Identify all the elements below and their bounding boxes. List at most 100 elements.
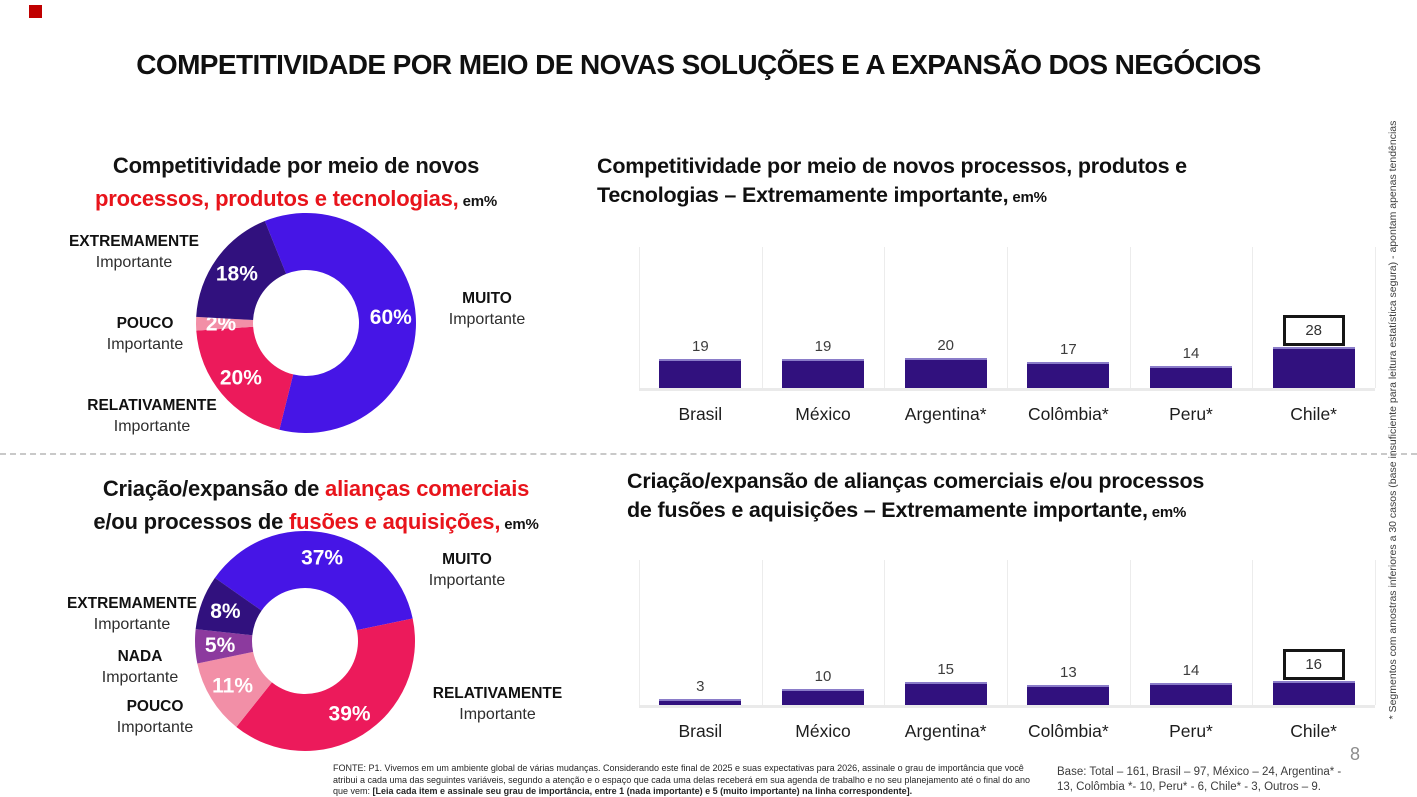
- side-note-vertical: * Segmentos com amostras inferiores a 30…: [1387, 120, 1399, 720]
- donut-slice-relativamente: [196, 326, 294, 430]
- brand-logo-square: [29, 5, 42, 18]
- gridline: [1252, 560, 1254, 705]
- bar: [659, 359, 742, 388]
- gridline: [1007, 247, 1008, 388]
- donut-percent-label: 11%: [212, 675, 253, 698]
- category-label: México: [795, 721, 851, 741]
- gridline: [1129, 560, 1131, 705]
- bar-value-label: 10: [814, 668, 832, 685]
- bar-value-label: 19: [814, 338, 832, 356]
- bar: [1027, 362, 1110, 388]
- slice-label-pouco: POUCO Importante: [116, 698, 194, 736]
- footnote-base: Base: Total – 161, Brasil – 97, México –…: [1057, 765, 1342, 793]
- donut-percent-label: 60%: [370, 306, 412, 329]
- bar-value-label: 3: [696, 677, 705, 695]
- bar-column-méxico: 10 México: [762, 560, 885, 741]
- donut-slice-extremamente: [196, 221, 287, 321]
- bar: [1272, 346, 1355, 388]
- gridline: [761, 560, 763, 705]
- bar-column-argentina: 15 Argentina*: [884, 560, 1007, 741]
- bar-column-colômbia: 13 Colômbia*: [1007, 560, 1130, 741]
- bar-chart-processos-title: Competitividade por meio de novos proces…: [597, 154, 1187, 207]
- slice-label-nada: NADA Importante: [101, 648, 179, 686]
- donut-percent-label: 20%: [220, 367, 262, 390]
- donut-aliancas-svg: 37% 39% 11% 5% 8%: [195, 531, 415, 751]
- gridline: [1375, 560, 1376, 705]
- gridline: [1252, 247, 1254, 388]
- gridline: [639, 247, 640, 388]
- donut-percent-label: 18%: [216, 263, 258, 286]
- gridline: [639, 560, 640, 705]
- bar: [904, 682, 987, 705]
- category-label: Colômbia*: [1027, 721, 1109, 741]
- category-label: Chile*: [1290, 721, 1337, 741]
- category-label: Brasil: [678, 721, 723, 741]
- bar-column-méxico: 19 México: [762, 247, 885, 424]
- donut-percent-label: 39%: [329, 702, 371, 725]
- category-label: Peru*: [1169, 404, 1213, 424]
- donut-percent-label: 5%: [205, 634, 236, 657]
- category-label: Peru*: [1169, 721, 1213, 741]
- bar-chart-aliancas-title: Criação/expansão de alianças comerciais …: [627, 469, 1205, 522]
- gridline: [1007, 560, 1008, 705]
- bar: [1149, 366, 1232, 388]
- donut-slice-muito: [264, 212, 416, 433]
- gridline: [1129, 247, 1131, 388]
- donut-slice-relativamente: [236, 618, 415, 751]
- slice-label-extremamente: EXTREMAMENTE Importante: [66, 595, 198, 633]
- category-label: Colômbia*: [1027, 404, 1109, 424]
- donut-processos-svg: 60%20%2%18%: [196, 212, 416, 433]
- bar: [1027, 684, 1110, 705]
- bar-value-label: 13: [1059, 663, 1077, 681]
- donut-slice-nada: [195, 629, 254, 664]
- bar: [781, 359, 864, 388]
- highlighted-value-box: 28: [1282, 314, 1345, 346]
- section-divider-dashed: [0, 453, 1417, 455]
- bar-column-peru: 14 Peru*: [1130, 247, 1253, 424]
- page-number: 8: [1350, 744, 1361, 764]
- bar-value-label: 19: [691, 338, 709, 356]
- donut-slice-pouco: [196, 316, 254, 331]
- gridline: [884, 560, 886, 705]
- bar-column-argentina: 20 Argentina*: [884, 247, 1007, 424]
- donut-slice-pouco: [197, 651, 272, 727]
- category-label: Brasil: [678, 404, 723, 424]
- donut-slice-muito: [214, 531, 413, 631]
- bar-value-label: 15: [937, 661, 954, 678]
- bar: [1149, 683, 1232, 705]
- slide-title: COMPETITIVIDADE POR MEIO DE NOVAS SOLUÇÕ…: [136, 49, 1261, 80]
- bar-value-label: 14: [1182, 662, 1200, 680]
- bar-column-chile: 16 Chile*: [1252, 560, 1375, 741]
- bar: [659, 698, 742, 705]
- slice-label-muito: MUITO Importante: [428, 551, 506, 589]
- bar-column-colômbia: 17 Colômbia*: [1007, 247, 1130, 424]
- category-label: México: [795, 404, 851, 424]
- footnote-fonte: FONTE: P1. Vivemos em um ambiente global…: [333, 763, 1030, 796]
- bar: [1272, 680, 1355, 705]
- bar-column-brasil: 19 Brasil: [639, 247, 762, 424]
- bar-chart-aliancas-plot: 3 Brasil 10 México 15 Argentina* 13 Colômbia* 14…: [639, 560, 1376, 741]
- category-label: Argentina*: [904, 404, 987, 424]
- gridline: [884, 247, 886, 388]
- bar-value-label: 14: [1182, 345, 1200, 363]
- slice-label-pouco: POUCO Importante: [106, 315, 184, 353]
- gridline: [761, 247, 763, 388]
- donut-percent-label: 37%: [301, 547, 343, 570]
- slice-label-relativamente: RELATIVAMENTE Importante: [87, 397, 217, 435]
- highlighted-value-box: 16: [1282, 648, 1345, 680]
- bar: [904, 358, 987, 388]
- category-label: Argentina*: [904, 721, 987, 741]
- category-label: Chile*: [1290, 404, 1337, 424]
- bar-value-label: 17: [1059, 341, 1077, 359]
- bar-value-label: 20: [937, 337, 954, 354]
- bar-column-brasil: 3 Brasil: [639, 560, 762, 741]
- donut-processos-title: Competitividade por meio de novos process…: [94, 153, 497, 211]
- bar-column-peru: 14 Peru*: [1130, 560, 1253, 741]
- donut-aliancas-title: Criação/expansão de alianças comerciais e…: [93, 476, 539, 534]
- donut-slice-extremamente: [195, 577, 262, 636]
- slice-label-extremamente: EXTREMAMENTE Importante: [68, 233, 200, 271]
- bar-column-chile: 28 Chile*: [1252, 247, 1375, 424]
- donut-percent-label: 8%: [210, 600, 241, 623]
- gridline: [1375, 247, 1376, 388]
